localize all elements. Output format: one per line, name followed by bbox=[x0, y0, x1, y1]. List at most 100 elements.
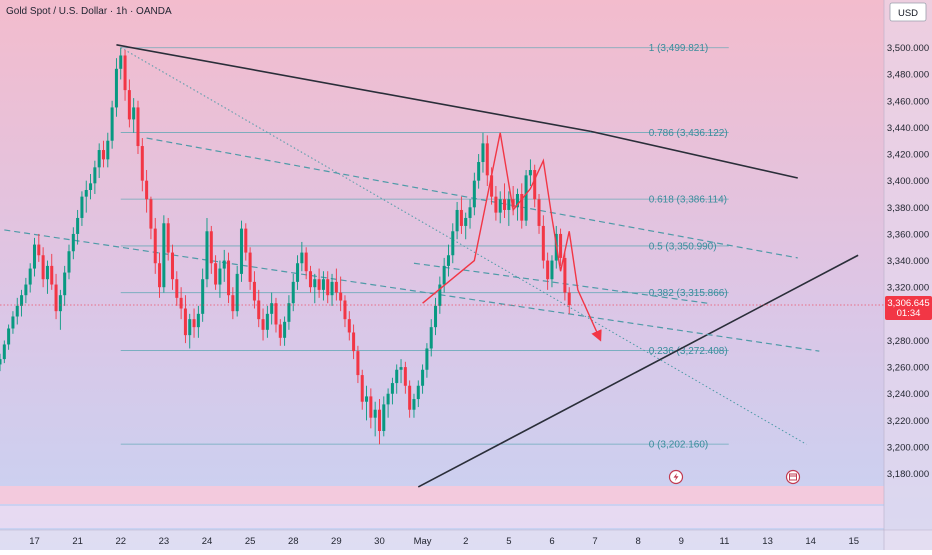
candle-body bbox=[498, 199, 502, 213]
candle-body bbox=[403, 367, 407, 386]
candle bbox=[278, 319, 282, 346]
candle bbox=[291, 273, 295, 312]
price-axis-tick: 3,220.000 bbox=[887, 416, 929, 427]
candle-body bbox=[283, 321, 287, 338]
candle-body bbox=[485, 143, 489, 176]
candle bbox=[67, 244, 71, 280]
candle bbox=[296, 255, 300, 290]
candle bbox=[395, 364, 399, 394]
fib-level-label: 0 (3,202.160) bbox=[649, 440, 709, 451]
candle-body bbox=[472, 180, 476, 208]
candle bbox=[369, 388, 373, 429]
price-axis-tick: 3,260.000 bbox=[887, 363, 929, 374]
candle-body bbox=[477, 162, 481, 181]
candle bbox=[373, 401, 377, 437]
candle-body bbox=[317, 279, 321, 290]
candle-body bbox=[239, 228, 243, 274]
projection-path bbox=[422, 132, 602, 342]
candle bbox=[308, 265, 312, 293]
candle bbox=[283, 316, 287, 346]
candle-body bbox=[222, 260, 226, 269]
candle-body bbox=[37, 244, 41, 256]
calendar-event-icon[interactable] bbox=[785, 469, 801, 485]
candle bbox=[455, 201, 459, 240]
candle-body bbox=[567, 292, 571, 306]
candle bbox=[274, 297, 278, 333]
candle-body bbox=[429, 327, 433, 349]
candle-body bbox=[481, 143, 485, 163]
candle bbox=[24, 277, 28, 304]
time-axis-tick: May bbox=[414, 536, 432, 547]
candle bbox=[123, 50, 127, 101]
candle-body bbox=[244, 228, 248, 253]
currency-button[interactable]: USD bbox=[889, 2, 927, 22]
candle bbox=[97, 143, 101, 179]
candle-body bbox=[7, 328, 11, 345]
candle-body bbox=[257, 300, 261, 320]
fib-level-label: 0.382 (3,315.866) bbox=[649, 288, 728, 299]
candle bbox=[382, 396, 386, 437]
candle bbox=[175, 271, 179, 306]
candle bbox=[334, 268, 338, 301]
candle-body bbox=[451, 231, 455, 256]
candle bbox=[28, 263, 32, 293]
price-axis-tick: 3,240.000 bbox=[887, 389, 929, 400]
candle bbox=[231, 287, 235, 320]
candle bbox=[326, 271, 330, 304]
trendline-dashed bbox=[4, 229, 820, 352]
time-axis-tick: 7 bbox=[592, 536, 597, 547]
candle-body bbox=[434, 305, 438, 328]
candle-body bbox=[63, 272, 67, 296]
candle-body bbox=[563, 257, 567, 293]
candle bbox=[235, 265, 239, 317]
candle bbox=[365, 385, 369, 421]
trendline-solid bbox=[417, 254, 859, 488]
candle bbox=[41, 247, 45, 288]
candle-body bbox=[106, 140, 110, 160]
countdown-label: 01:34 bbox=[897, 308, 921, 319]
candle bbox=[188, 313, 192, 349]
candle-body bbox=[287, 303, 291, 322]
time-axis-tick: 15 bbox=[849, 536, 860, 547]
candle-body bbox=[158, 263, 162, 288]
candle-body bbox=[438, 284, 442, 306]
candle-body bbox=[395, 369, 399, 384]
chart-title: Gold Spot / U.S. Dollar · 1h · OANDA bbox=[6, 6, 172, 17]
candle bbox=[7, 324, 11, 350]
lightning-event-icon[interactable] bbox=[668, 469, 684, 485]
candle bbox=[244, 223, 248, 261]
candle bbox=[227, 252, 231, 304]
candle-body bbox=[347, 319, 351, 333]
candle-body bbox=[520, 193, 524, 221]
candle bbox=[158, 252, 162, 298]
candle bbox=[196, 305, 200, 338]
candle bbox=[300, 241, 304, 272]
candle-body bbox=[201, 279, 205, 314]
candle-body bbox=[175, 279, 179, 298]
candle-body bbox=[93, 167, 97, 184]
candle bbox=[106, 132, 110, 168]
candle-body bbox=[377, 409, 381, 432]
candle bbox=[145, 170, 149, 213]
candle-body bbox=[183, 308, 187, 336]
candle bbox=[270, 292, 274, 325]
candle bbox=[11, 311, 15, 334]
candle bbox=[343, 295, 347, 328]
candle-body bbox=[140, 146, 144, 181]
candle bbox=[434, 297, 438, 336]
time-axis-tick: 5 bbox=[506, 536, 511, 547]
candle-body bbox=[110, 107, 114, 141]
time-axis-tick: 14 bbox=[805, 536, 816, 547]
candle bbox=[412, 393, 416, 418]
candle-body bbox=[265, 313, 269, 330]
candle-body bbox=[425, 348, 429, 370]
candle-body bbox=[45, 265, 49, 280]
candle-body bbox=[382, 404, 386, 432]
candle bbox=[110, 100, 114, 149]
candle bbox=[287, 295, 291, 330]
price-axis-tick: 3,320.000 bbox=[887, 283, 929, 294]
candle-body bbox=[89, 183, 93, 190]
candle bbox=[170, 244, 174, 290]
candle-body bbox=[356, 351, 360, 376]
